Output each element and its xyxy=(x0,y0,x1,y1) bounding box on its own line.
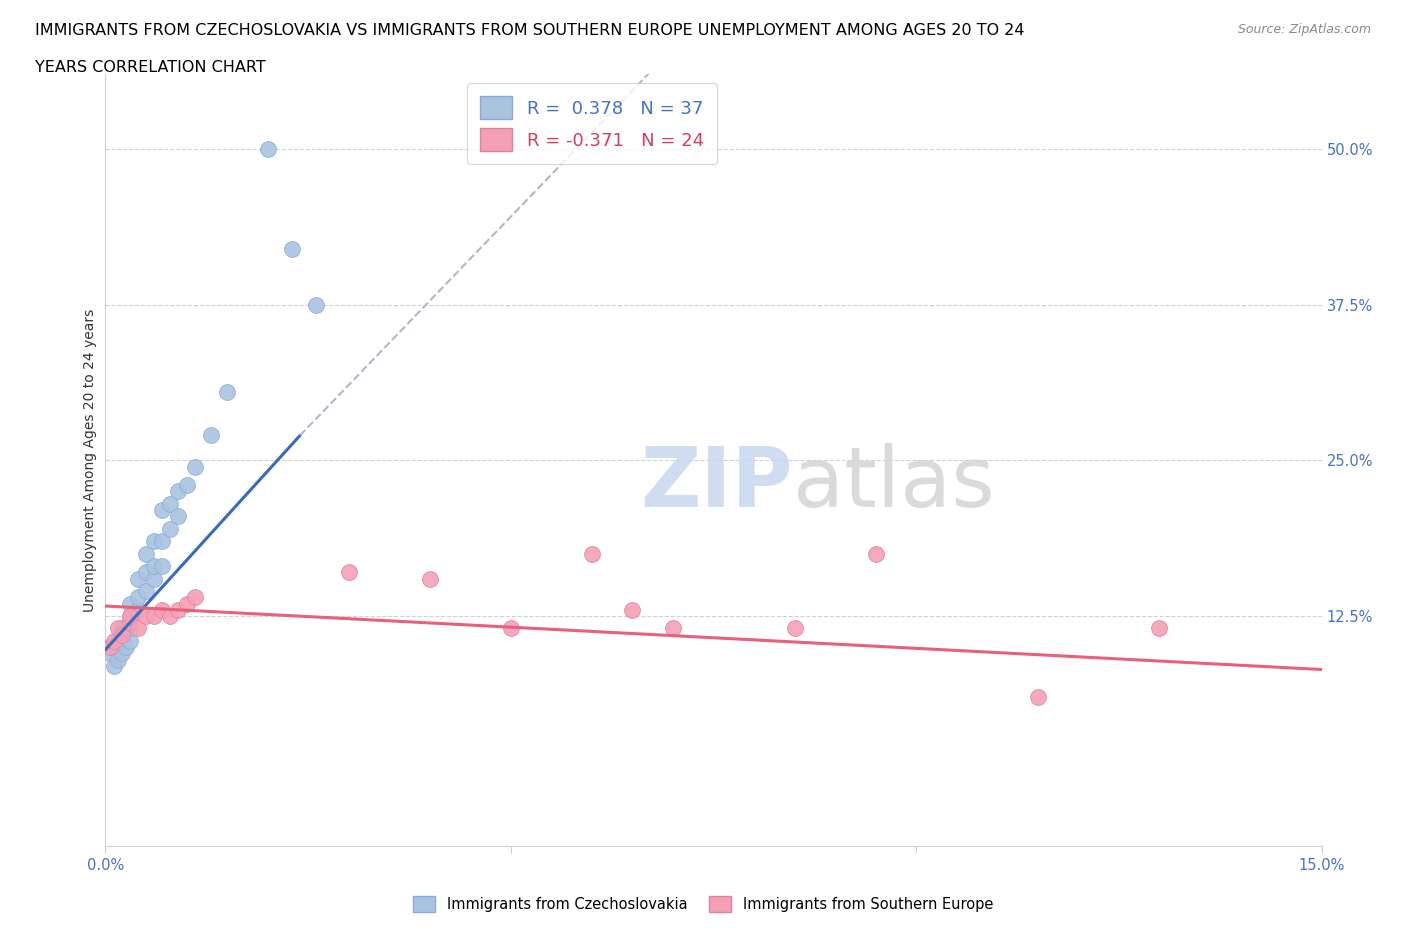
Legend: R =  0.378   N = 37, R = -0.371   N = 24: R = 0.378 N = 37, R = -0.371 N = 24 xyxy=(467,84,717,164)
Point xyxy=(499,621,522,636)
Point xyxy=(135,584,157,599)
Point xyxy=(662,621,685,636)
Point xyxy=(865,546,887,561)
Point xyxy=(118,615,141,630)
Point xyxy=(118,621,141,636)
Point xyxy=(159,497,181,512)
Point xyxy=(183,459,205,474)
Point xyxy=(167,509,190,524)
Point xyxy=(114,640,136,655)
Point xyxy=(150,559,173,574)
Point xyxy=(111,621,134,636)
Point xyxy=(127,590,149,604)
Point xyxy=(143,608,166,623)
Point xyxy=(118,608,141,623)
Text: IMMIGRANTS FROM CZECHOSLOVAKIA VS IMMIGRANTS FROM SOUTHERN EUROPE UNEMPLOYMENT A: IMMIGRANTS FROM CZECHOSLOVAKIA VS IMMIGR… xyxy=(35,23,1025,38)
Point xyxy=(103,640,125,655)
Point xyxy=(111,646,134,661)
Point xyxy=(118,633,141,648)
Text: Source: ZipAtlas.com: Source: ZipAtlas.com xyxy=(1237,23,1371,36)
Point xyxy=(111,627,134,642)
Point xyxy=(176,596,198,611)
Point xyxy=(103,633,125,648)
Text: atlas: atlas xyxy=(793,443,994,524)
Point xyxy=(107,633,129,648)
Point xyxy=(118,608,141,623)
Legend: Immigrants from Czechoslovakia, Immigrants from Southern Europe: Immigrants from Czechoslovakia, Immigran… xyxy=(408,891,998,918)
Point xyxy=(127,571,149,586)
Point xyxy=(143,571,166,586)
Point xyxy=(1026,689,1049,704)
Point xyxy=(159,522,181,537)
Point xyxy=(118,596,141,611)
Point xyxy=(111,633,134,648)
Point xyxy=(107,621,129,636)
Point xyxy=(200,428,222,443)
Point xyxy=(167,484,190,498)
Point xyxy=(305,298,328,312)
Y-axis label: Unemployment Among Ages 20 to 24 years: Unemployment Among Ages 20 to 24 years xyxy=(83,309,97,612)
Point xyxy=(127,603,149,618)
Point xyxy=(159,608,181,623)
Point xyxy=(114,621,136,636)
Point xyxy=(98,640,121,655)
Point xyxy=(135,565,157,579)
Point xyxy=(135,608,157,623)
Point xyxy=(419,571,441,586)
Point xyxy=(281,241,304,256)
Point xyxy=(135,546,157,561)
Point xyxy=(256,141,278,156)
Point xyxy=(621,603,644,618)
Point xyxy=(150,534,173,549)
Point xyxy=(581,546,603,561)
Point xyxy=(150,603,173,618)
Point xyxy=(783,621,806,636)
Text: ZIP: ZIP xyxy=(641,443,793,524)
Point xyxy=(143,559,166,574)
Point xyxy=(98,646,121,661)
Point xyxy=(1149,621,1171,636)
Text: YEARS CORRELATION CHART: YEARS CORRELATION CHART xyxy=(35,60,266,75)
Point xyxy=(107,652,129,667)
Point xyxy=(176,478,198,493)
Point xyxy=(167,603,190,618)
Point xyxy=(217,384,239,399)
Point xyxy=(150,503,173,518)
Point xyxy=(183,590,205,604)
Point xyxy=(103,658,125,673)
Point xyxy=(143,534,166,549)
Point xyxy=(127,621,149,636)
Point xyxy=(337,565,360,579)
